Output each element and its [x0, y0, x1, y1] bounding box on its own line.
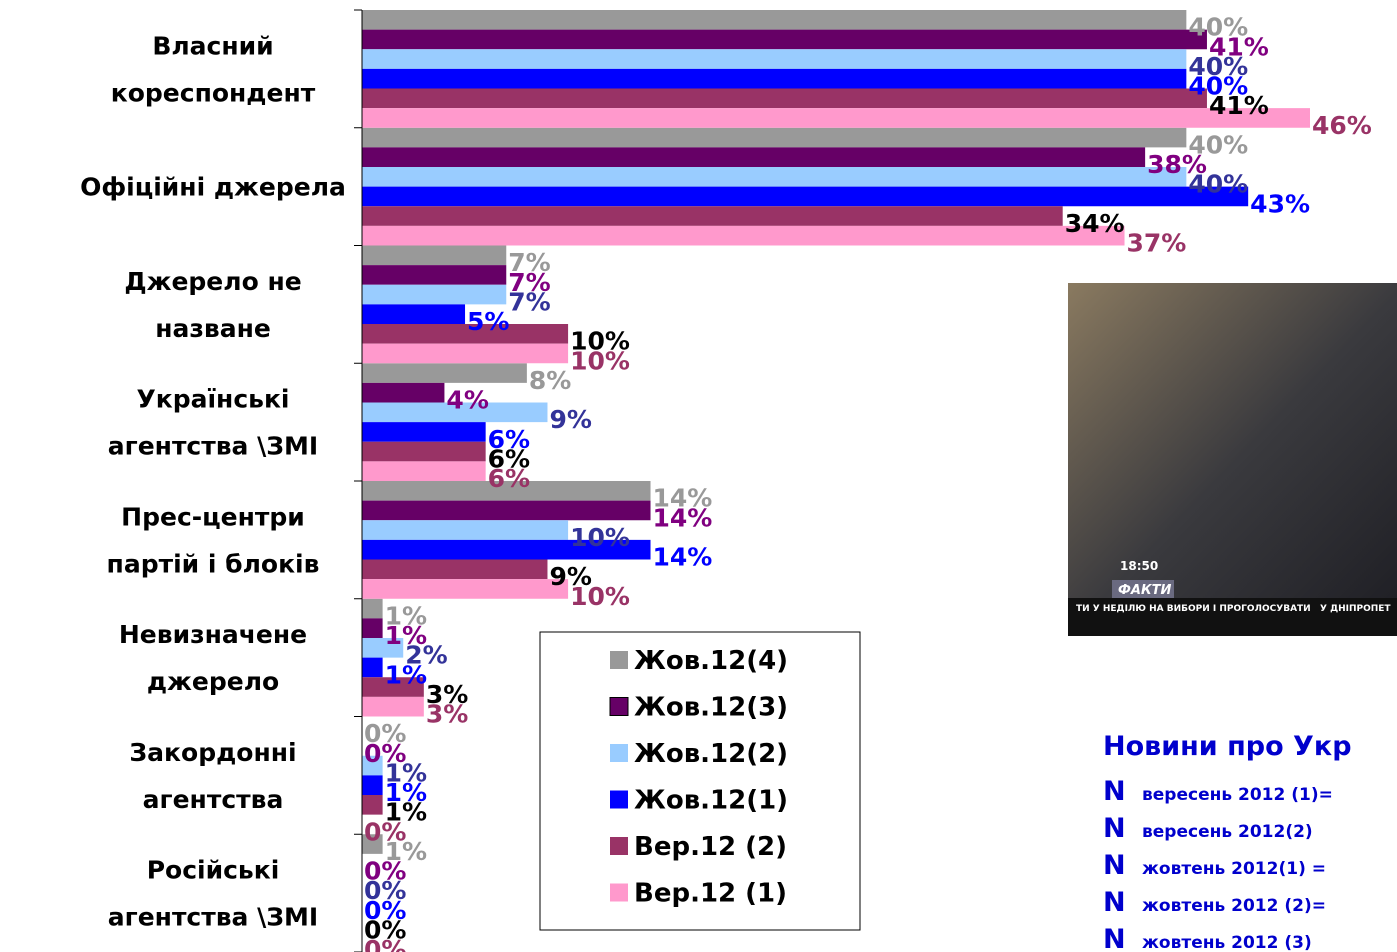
bar [362, 442, 486, 462]
bar [362, 108, 1310, 128]
bar [362, 206, 1063, 226]
note-text: жовтень 2012 (3) [1142, 933, 1312, 952]
value-label: 41% [1209, 91, 1269, 120]
photo: 18:50 ФАКТИ ТИ У НЕДІЛЮ НА ВИБОРИ І ПРОГ… [1068, 283, 1397, 636]
value-label: 46% [1312, 111, 1372, 140]
note-prefix: N [1103, 887, 1126, 918]
bar [362, 344, 568, 364]
bar [362, 324, 568, 344]
category-label: Невизначенеджерело [119, 620, 307, 696]
bar [362, 10, 1186, 30]
photo-ticker: ТИ У НЕДІЛЮ НА ВИБОРИ І ПРОГОЛОСУВАТИ [1076, 604, 1311, 614]
legend-label: Вер.12 (1) [634, 879, 787, 909]
value-label: 14% [653, 503, 713, 532]
bar [362, 697, 424, 717]
value-label: 9% [549, 405, 591, 434]
bar [362, 265, 506, 285]
value-label: 5% [467, 307, 509, 336]
note-text: жовтень 2012 (2)= [1142, 896, 1326, 916]
page: 18:50 ФАКТИ ТИ У НЕДІЛЮ НА ВИБОРИ І ПРОГ… [0, 0, 1397, 952]
note-prefix: N [1103, 924, 1126, 952]
value-label: 0% [364, 935, 406, 952]
value-label: 10% [570, 523, 630, 552]
photo-ticker: У ДНІПРОПЕТ [1320, 604, 1391, 614]
bar [362, 520, 568, 540]
bar [362, 795, 383, 815]
bar [362, 30, 1207, 50]
value-label: 37% [1127, 229, 1187, 258]
note-prefix: N [1103, 813, 1126, 844]
value-label: 10% [570, 346, 630, 375]
bar [362, 775, 383, 795]
bar [362, 501, 651, 521]
value-label: 3% [426, 700, 468, 729]
value-label: 4% [446, 386, 488, 415]
bar [362, 187, 1248, 207]
legend-label: Жов.12(2) [634, 739, 788, 769]
bar [362, 618, 383, 638]
category-label: Офіційні джерела [80, 173, 346, 202]
legend-swatch [610, 651, 628, 669]
value-label: 40% [1188, 170, 1248, 199]
note-prefix: N [1103, 850, 1126, 881]
value-label: 34% [1065, 209, 1125, 238]
category-label: Закордонніагентства [129, 738, 296, 814]
bar [362, 363, 527, 383]
legend-label: Жов.12(1) [634, 786, 788, 816]
note-prefix: N [1103, 776, 1126, 807]
bar [362, 285, 506, 305]
value-label: 6% [488, 464, 530, 493]
bar [362, 304, 465, 324]
legend-label: Жов.12(3) [634, 693, 788, 723]
bar [362, 49, 1186, 69]
bar [362, 422, 486, 442]
value-label: 14% [653, 543, 713, 572]
bar [362, 226, 1125, 246]
value-label: 0% [364, 817, 406, 846]
value-label: 8% [529, 366, 571, 395]
legend-swatch [610, 837, 628, 855]
bar [362, 461, 486, 481]
legend-swatch [610, 744, 628, 762]
photo-logo: ФАКТИ [1118, 583, 1171, 598]
bar [362, 383, 444, 403]
notes-title: Новини про Укр [1103, 731, 1352, 762]
bar [362, 167, 1186, 187]
value-label: 1% [385, 660, 427, 689]
note-text: вересень 2012(2) [1142, 822, 1313, 842]
value-label: 7% [508, 287, 550, 316]
bar [362, 69, 1186, 89]
note-text: вересень 2012 (1)= [1142, 785, 1333, 805]
bar [362, 599, 383, 619]
value-label: 10% [570, 582, 630, 611]
legend-swatch [610, 791, 628, 809]
legend-label: Жов.12(4) [634, 646, 788, 676]
bar [362, 560, 547, 580]
bar [362, 579, 568, 599]
bar [362, 147, 1145, 167]
legend-label: Вер.12 (2) [634, 832, 787, 862]
photo-time: 18:50 [1120, 559, 1158, 573]
legend-swatch [610, 698, 628, 716]
bar [362, 246, 506, 266]
bar [362, 89, 1207, 109]
value-label: 43% [1250, 189, 1310, 218]
legend-swatch [610, 884, 628, 902]
bar [362, 128, 1186, 148]
note-text: жовтень 2012(1) = [1142, 859, 1326, 879]
bar [362, 658, 383, 678]
